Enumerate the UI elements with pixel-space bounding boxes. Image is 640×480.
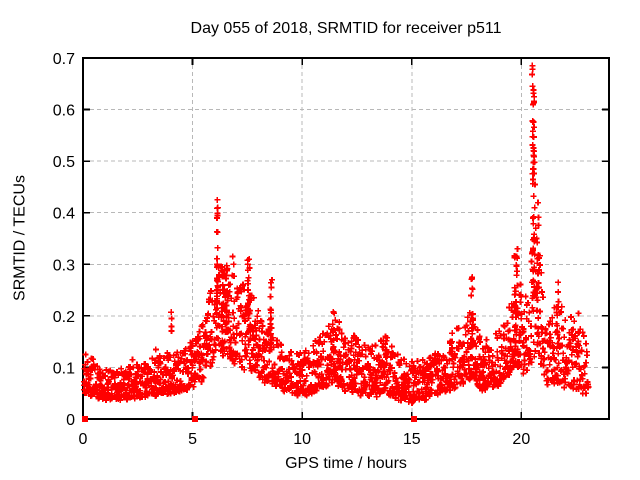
y-tick-label: 0.6	[53, 103, 75, 120]
y-tick-label: 0.7	[53, 51, 75, 68]
zero-epoch-square-marker	[410, 416, 417, 422]
zero-epoch-square-marker	[191, 416, 198, 422]
plot-border	[82, 57, 610, 420]
data-points	[80, 62, 592, 422]
zero-epoch-square-marker	[82, 416, 89, 422]
y-tick-label: 0	[66, 412, 75, 429]
y-axis-label: SRMTID / TECUs	[12, 175, 29, 301]
y-tick-label: 0.4	[53, 206, 75, 223]
x-tick-label: 0	[79, 431, 88, 448]
scatter-plus-markers	[80, 62, 592, 406]
x-tick-label: 20	[512, 431, 530, 448]
x-tick-label: 15	[403, 431, 421, 448]
y-tick-label: 0.5	[53, 154, 75, 171]
chart-title: Day 055 of 2018, SRMTID for receiver p51…	[191, 20, 502, 37]
x-tick-label: 5	[188, 431, 197, 448]
y-tick-label: 0.2	[53, 309, 75, 326]
x-axis-label: GPS time / hours	[285, 455, 407, 472]
y-tick-label: 0.1	[53, 360, 75, 377]
x-tick-label: 10	[293, 431, 311, 448]
tick-labels: 0 5 10 15 20 0 0.1 0.2 0.3 0.4 0.5 0.6 0.7	[53, 51, 531, 448]
plot-frame	[82, 57, 610, 420]
y-tick-label: 0.3	[53, 257, 75, 274]
